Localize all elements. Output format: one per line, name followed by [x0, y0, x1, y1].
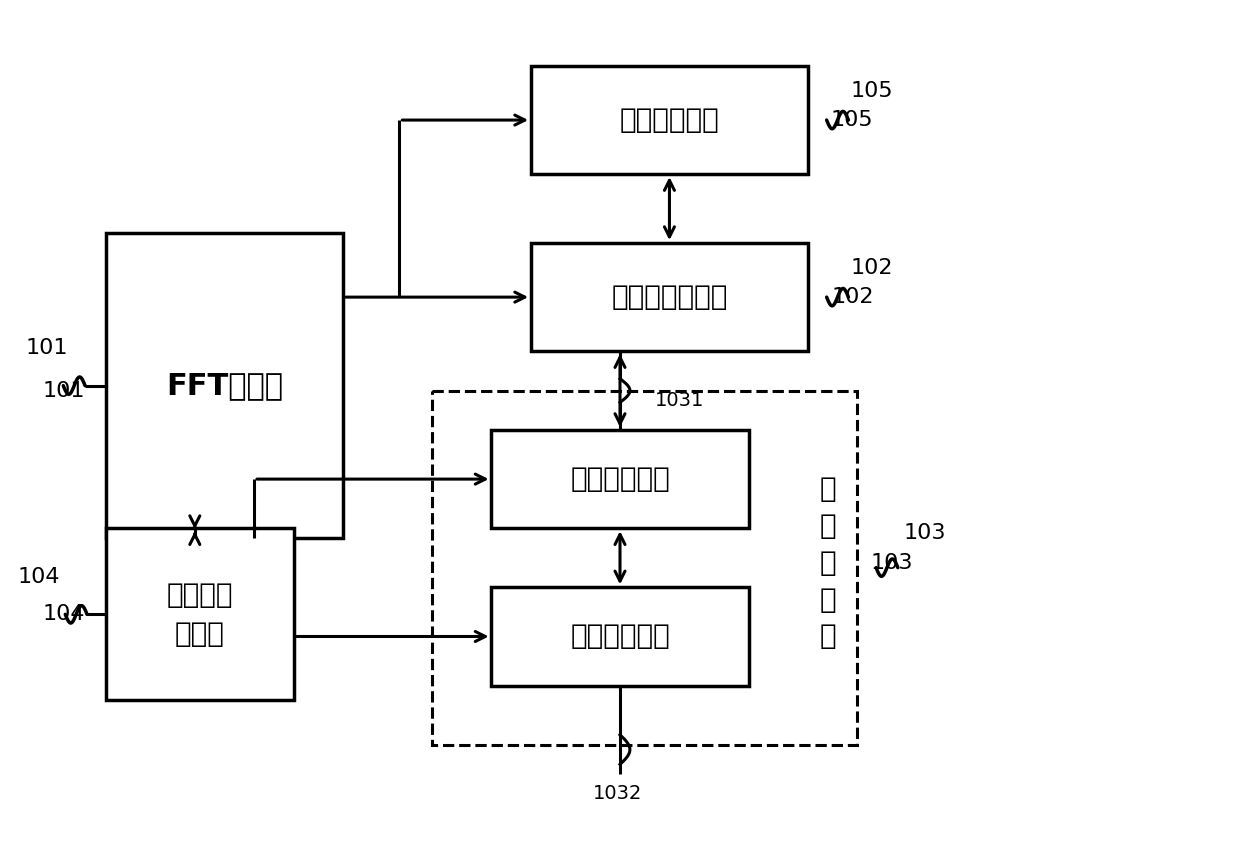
Text: FFT控制器: FFT控制器	[166, 371, 283, 400]
Bar	[105, 529, 294, 700]
Text: 外部数据接口: 外部数据接口	[620, 106, 719, 134]
Text: 旋转因子
存储器: 旋转因子 存储器	[166, 581, 233, 648]
Text: 数据重排单元: 数据重排单元	[570, 465, 670, 493]
Text: 向量数据存储器: 向量数据存储器	[611, 283, 728, 311]
Bar	[105, 233, 343, 538]
Text: 101: 101	[43, 381, 86, 400]
Bar	[531, 66, 808, 174]
Text: 103: 103	[870, 552, 913, 573]
Text: 105: 105	[851, 81, 894, 100]
Text: 1032: 1032	[593, 785, 642, 803]
Text: 1031: 1031	[655, 391, 704, 410]
Bar	[491, 587, 749, 686]
Text: 104: 104	[43, 604, 86, 624]
Text: 103: 103	[903, 524, 946, 543]
Bar	[531, 243, 808, 351]
Text: 101: 101	[25, 338, 68, 358]
Text: 104: 104	[17, 567, 60, 587]
Bar	[491, 430, 749, 529]
Text: 102: 102	[851, 258, 893, 278]
Text: 蝶形运算单元: 蝶形运算单元	[570, 622, 670, 650]
Text: 102: 102	[831, 287, 874, 307]
Bar	[432, 390, 857, 745]
Text: 105: 105	[831, 110, 874, 130]
Text: 蝶
形
运
算
器: 蝶 形 运 算 器	[820, 475, 836, 650]
